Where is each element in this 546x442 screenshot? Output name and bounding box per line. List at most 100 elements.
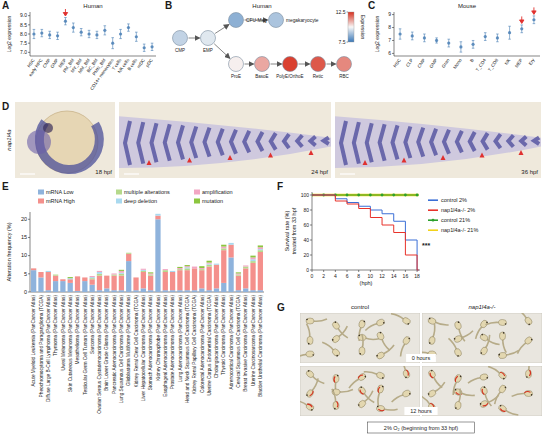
embryo xyxy=(331,325,351,344)
x-tick-label: Acute Myeloid Leukemia (PanCancer Atlas) xyxy=(31,295,36,387)
embryo-eye xyxy=(334,408,336,410)
diagram-edge xyxy=(215,25,229,34)
dot xyxy=(508,31,511,34)
embryo-eye xyxy=(454,338,456,340)
bar-segment xyxy=(185,290,190,292)
bar-segment xyxy=(90,279,95,284)
x-tick-label: Pheochromocytoma and Paraganglioma (TCGA… xyxy=(39,295,44,398)
photo-background xyxy=(300,313,420,363)
blood xyxy=(500,408,506,412)
embryo-tail xyxy=(512,393,526,396)
y-tick-label: 8 xyxy=(388,24,391,30)
y-tick xyxy=(28,219,30,220)
somite xyxy=(431,129,436,156)
embryo xyxy=(467,373,489,384)
red-arrowhead xyxy=(363,160,368,165)
embryo xyxy=(491,384,508,405)
embryo-tail xyxy=(364,370,378,377)
bar-segment xyxy=(53,276,58,281)
error-bar xyxy=(533,16,536,24)
x-tick-label: Liver Hepatocellular Carcinoma (PanCance… xyxy=(141,295,146,402)
x-tick-label: 4 xyxy=(334,273,337,279)
x-axis xyxy=(312,270,420,271)
error-bar xyxy=(56,32,59,39)
somite xyxy=(380,124,385,161)
bar-segment xyxy=(155,214,160,216)
bar-segment xyxy=(170,272,175,290)
bar-segment xyxy=(214,263,219,264)
dot xyxy=(127,26,130,29)
x-tick-label: NK xyxy=(504,58,512,66)
embryo-eye xyxy=(306,394,308,396)
error-bar xyxy=(80,29,83,36)
bar-segment xyxy=(163,290,168,292)
bar-segment xyxy=(53,281,58,292)
bar-segment xyxy=(38,277,43,292)
y-tick-label: 100 xyxy=(301,192,310,198)
embryo-yolk xyxy=(357,386,367,396)
embryo xyxy=(448,336,463,357)
bar-segment xyxy=(170,271,175,272)
x-tick-label: GMP xyxy=(428,58,438,69)
red-arrowhead xyxy=(228,155,233,160)
bar-segment xyxy=(90,277,95,278)
error-bar xyxy=(508,26,511,39)
x-tick-label: Kidney Renal Clear Cell Carcinoma (TCGA) xyxy=(134,295,139,388)
panel-title: Mouse xyxy=(458,3,477,9)
step-segment xyxy=(335,198,347,199)
diagram-node xyxy=(173,31,188,46)
bar-segment xyxy=(199,268,204,269)
x-axis xyxy=(30,56,156,57)
x-tick-label: Ery xyxy=(528,57,536,66)
embryo xyxy=(305,378,322,399)
embryo-yolk xyxy=(333,374,339,382)
embryo-yolk xyxy=(524,336,534,346)
somite xyxy=(324,138,329,145)
x-axis-title: (hph) xyxy=(360,280,373,286)
bar-segment xyxy=(228,243,233,245)
x-tick-label: MEP xyxy=(514,58,524,69)
in-situ-image xyxy=(119,102,331,178)
x-tick-label: 2 xyxy=(322,273,325,279)
y-tick xyxy=(310,240,312,241)
step-segment xyxy=(394,221,406,222)
bar-segment xyxy=(141,270,146,271)
embryo xyxy=(376,344,397,360)
legend-swatch xyxy=(38,199,44,204)
red-arrowhead xyxy=(268,153,273,158)
bar-segment xyxy=(53,274,58,275)
colorbar-title: Expression xyxy=(360,15,366,40)
bar-segment xyxy=(46,270,51,271)
caption: 2% O₂ (beginning from 33 hpf) xyxy=(384,425,458,431)
stage-label: 24 hpf xyxy=(311,169,328,175)
embryo-yolk xyxy=(306,318,314,324)
embryo-tail xyxy=(339,389,353,392)
blood xyxy=(406,370,409,376)
bar-segment xyxy=(163,272,168,290)
column-head: nap1l4a-/- xyxy=(468,304,495,310)
bar-segment xyxy=(177,290,182,292)
embryo-yolk xyxy=(479,333,489,342)
y-axis-title: treated from 33 hpf xyxy=(291,207,297,254)
bar-segment xyxy=(90,276,95,277)
blood xyxy=(359,390,364,395)
bar-segment xyxy=(228,242,233,243)
embryo-eye xyxy=(455,407,457,409)
legend-label: multiple alterations xyxy=(124,189,170,195)
bar-segment xyxy=(46,271,51,272)
marks xyxy=(398,16,535,52)
bar-segment xyxy=(258,245,263,247)
bar-segment xyxy=(258,252,263,290)
x-tick-label: Thyroid Carcinoma (PanCancer Atlas) xyxy=(221,295,226,375)
embryo-yolk xyxy=(359,347,366,356)
bar-segment xyxy=(155,213,160,214)
embryo-yolk xyxy=(454,348,463,358)
embryo-tail xyxy=(365,336,379,341)
dot xyxy=(64,20,67,23)
bar-segment xyxy=(243,265,248,266)
somite xyxy=(258,132,263,151)
legend-swatch xyxy=(428,219,438,221)
bar-segment xyxy=(155,213,160,214)
bar-segment xyxy=(199,269,204,270)
diagram-node xyxy=(201,31,216,46)
